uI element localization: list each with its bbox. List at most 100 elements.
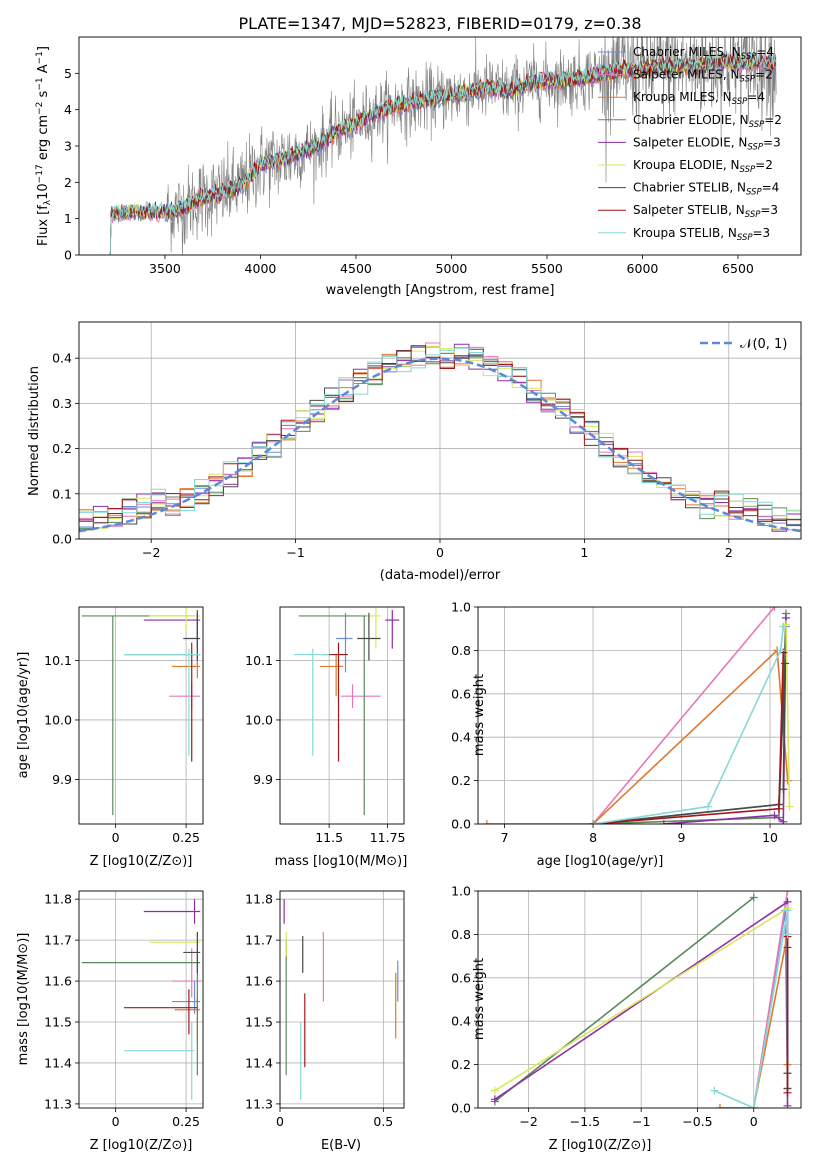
errorbar-point bbox=[124, 1022, 195, 1100]
spectrum-legend: Chabrier MILES, NSSP=4 Salpeter MILES, NS… bbox=[598, 45, 782, 243]
y-tick-label: 0.6 bbox=[451, 686, 471, 701]
mass-weight-marker bbox=[749, 893, 758, 902]
errorbar-point bbox=[183, 612, 201, 661]
mass-weight-marker bbox=[749, 1104, 758, 1108]
errorbar-point bbox=[319, 654, 344, 697]
age_vs_Z-panel: 0 0.25 9.9 10.0 10.1 Z [log10(Z/Z⊙)] age [log1… bbox=[16, 606, 204, 869]
legend-label: Chabrier MILES, NSSP=4 bbox=[633, 45, 774, 62]
x-tick-label: 0.5 bbox=[373, 1114, 393, 1129]
age_vs_Z-plot-area bbox=[79, 607, 203, 824]
y-tick-label: 1.0 bbox=[451, 884, 471, 899]
x-tick-label: 3500 bbox=[149, 261, 181, 276]
y-axis-label: Normed distribution bbox=[27, 366, 42, 496]
x-tick-label: 4000 bbox=[245, 261, 277, 276]
age_vs_mass-panel: 11.5 11.75 9.9 10.0 10.1 mass [log10(M/M⊙)] bbox=[245, 606, 408, 869]
y-tick-label: 11.6 bbox=[245, 974, 273, 989]
figure-title: PLATE=1347, MJD=52823, FIBERID=0179, z=0… bbox=[238, 14, 641, 33]
residuals-plot-area bbox=[79, 322, 801, 539]
spectrum-ticks: 3500 4000 4500 5000 5500 6000 6500 0 1 2 3 4 5 bbox=[64, 66, 754, 276]
y-tick-label: 0.2 bbox=[451, 1057, 471, 1072]
mass-weight-marker bbox=[779, 622, 788, 631]
y-tick-label: 11.8 bbox=[245, 892, 273, 907]
x-tick-label: 8 bbox=[589, 830, 597, 845]
residual-histogram-step bbox=[79, 345, 801, 529]
mass-weight-marker bbox=[779, 817, 788, 824]
age_vs_mass-ticks: 11.5 11.75 9.9 10.0 10.1 bbox=[245, 653, 405, 845]
x-axis-label: mass [log10(M/M⊙)] bbox=[275, 854, 408, 869]
mass-weight-line bbox=[592, 626, 785, 824]
y-tick-label: 0.1 bbox=[52, 486, 72, 501]
mass-weight-line bbox=[713, 910, 789, 1108]
mass-weight-marker bbox=[779, 785, 788, 794]
legend-label: Salpeter STELIB, NSSP=3 bbox=[633, 203, 778, 220]
x-axis-label: E(B-V) bbox=[321, 1138, 361, 1153]
weight_vs_Z-plot-area bbox=[478, 891, 801, 1108]
mass-weight-marker bbox=[770, 607, 779, 611]
age_vs_mass-frame bbox=[279, 606, 405, 825]
mass-weight-marker bbox=[770, 811, 779, 820]
weight_vs_age-panel: 7 8 9 10 0.0 0.2 0.4 0.6 0.8 1.0 age [log10(age/yr… bbox=[451, 600, 802, 869]
x-tick-label: 11.5 bbox=[315, 830, 343, 845]
x-tick-label: 10 bbox=[762, 830, 778, 845]
y-tick-label: 0.0 bbox=[451, 1101, 471, 1116]
mass-weight-marker bbox=[783, 1088, 792, 1097]
mass-weight-marker bbox=[774, 804, 783, 813]
mass-weight-marker bbox=[704, 802, 713, 811]
y-tick-label: 0.6 bbox=[451, 970, 471, 985]
residual-histogram-step bbox=[79, 347, 801, 517]
x-tick-label: 0 bbox=[112, 1114, 120, 1129]
y-tick-label: 0.2 bbox=[451, 773, 471, 788]
x-tick-label: 6500 bbox=[722, 261, 754, 276]
errorbar-point bbox=[183, 931, 201, 973]
legend-label: Chabrier ELODIE, NSSP=2 bbox=[633, 113, 782, 130]
y-tick-label: 0.8 bbox=[451, 643, 471, 658]
y-tick-label: 11.3 bbox=[44, 1096, 72, 1111]
x-axis-label: wavelength [Angstrom, rest frame] bbox=[326, 283, 555, 298]
y-tick-label: 0.2 bbox=[52, 441, 72, 456]
x-axis-label: Z [log10(Z/Z⊙)] bbox=[90, 1138, 193, 1153]
mass-weight-marker bbox=[783, 891, 792, 895]
legend-label: Chabrier STELIB, NSSP=4 bbox=[633, 181, 779, 198]
y-tick-label: 11.4 bbox=[44, 1055, 72, 1070]
y-tick-label: 11.5 bbox=[245, 1015, 273, 1030]
mass_vs_Z-ticks: 0 0.25 11.3 11.4 11.5 11.6 11.7 11.8 bbox=[44, 892, 200, 1129]
residual-histogram-step bbox=[79, 345, 801, 522]
mass-weight-marker bbox=[783, 906, 792, 915]
weight_vs_age-frame bbox=[477, 606, 802, 825]
errorbar-point bbox=[385, 609, 400, 649]
spectrum-frame bbox=[78, 36, 802, 256]
x-tick-label: 2 bbox=[725, 545, 733, 560]
legend-label: 𝒩(0, 1) bbox=[740, 337, 787, 352]
mass-weight-marker bbox=[659, 820, 668, 824]
normal-curve-line bbox=[79, 357, 801, 533]
x-tick-label: −1.5 bbox=[570, 1114, 600, 1129]
x-tick-label: 0.25 bbox=[172, 830, 200, 845]
mass-weight-marker bbox=[715, 1104, 724, 1108]
spectrum-plot-area bbox=[109, 37, 777, 255]
errorbar-point bbox=[172, 981, 201, 1014]
mass_vs_Z-panel: 0 0.25 11.3 11.4 11.5 11.6 11.7 11.8 Z [log10(Z/… bbox=[16, 890, 204, 1153]
weight_vs_age-ticks: 7 8 9 10 0.0 0.2 0.4 0.6 0.8 1.0 bbox=[451, 600, 778, 846]
mass-weight-line bbox=[663, 617, 787, 824]
x-tick-label: 0.25 bbox=[172, 1114, 200, 1129]
mass-weight-line bbox=[592, 607, 776, 824]
y-tick-label: 10.0 bbox=[44, 712, 72, 727]
weight_vs_Z-ticks: −2 −1.5 −1 −0.5 0 0.0 0.2 0.4 0.6 0.8 1.0 bbox=[451, 884, 758, 1130]
mass-weight-line bbox=[494, 907, 788, 1092]
y-tick-label: 0.4 bbox=[451, 1014, 471, 1029]
x-tick-label: −2 bbox=[519, 1114, 537, 1129]
mass-weight-line bbox=[592, 663, 786, 824]
legend-label: Salpeter MILES, NSSP=2 bbox=[633, 68, 773, 85]
mass_vs_Z-frame bbox=[78, 890, 204, 1109]
errorbar-point bbox=[149, 607, 201, 631]
x-tick-label: −2 bbox=[142, 545, 160, 560]
observed-spectrum-line bbox=[166, 37, 777, 255]
mass-weight-marker bbox=[710, 1086, 719, 1095]
errorbar-point bbox=[357, 612, 381, 661]
x-tick-label: 5500 bbox=[531, 261, 563, 276]
mass-weight-marker bbox=[783, 776, 792, 785]
residual-legend: 𝒩(0, 1) bbox=[700, 337, 787, 352]
x-tick-label: 6000 bbox=[627, 261, 659, 276]
mass_vs_ebv-plot-area bbox=[280, 891, 404, 1108]
x-tick-label: 0 bbox=[750, 1114, 758, 1129]
